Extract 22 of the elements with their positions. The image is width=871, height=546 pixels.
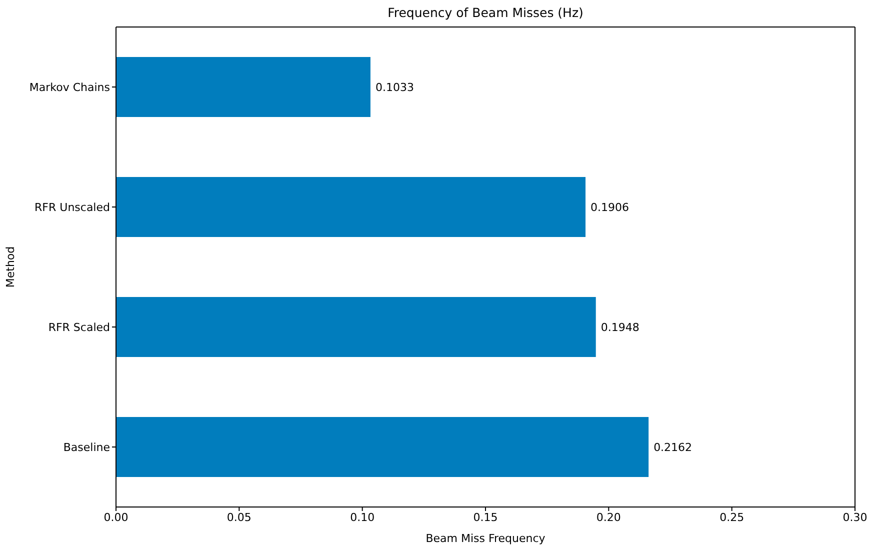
x-tick-label: 0.10 bbox=[350, 510, 375, 524]
data-label: 0.1906 bbox=[590, 200, 630, 214]
data-label: 0.1948 bbox=[600, 320, 640, 334]
chart-title: Frequency of Beam Misses (Hz) bbox=[386, 5, 584, 20]
x-tick-label: 0.30 bbox=[842, 510, 868, 524]
y-tick-label: Markov Chains bbox=[29, 80, 110, 94]
y-tick-label: RFR Unscaled bbox=[34, 200, 110, 214]
x-tick-label: 0.15 bbox=[473, 510, 498, 524]
bar bbox=[116, 297, 596, 357]
x-tick-label: 0.20 bbox=[596, 510, 621, 524]
data-label: 0.1033 bbox=[375, 80, 414, 94]
y-axis-title: Method bbox=[4, 246, 17, 288]
bar bbox=[116, 57, 370, 117]
x-tick-label: 0.00 bbox=[104, 510, 128, 524]
y-tick-label: RFR Scaled bbox=[48, 320, 110, 334]
y-tick-label: Baseline bbox=[63, 440, 110, 454]
x-tick-label: 0.25 bbox=[720, 510, 744, 524]
data-label: 0.2162 bbox=[654, 440, 692, 454]
x-axis-title: Beam Miss Frequency bbox=[426, 532, 546, 545]
x-tick-label: 0.05 bbox=[226, 510, 252, 524]
bar bbox=[116, 417, 649, 477]
bar bbox=[116, 177, 586, 237]
